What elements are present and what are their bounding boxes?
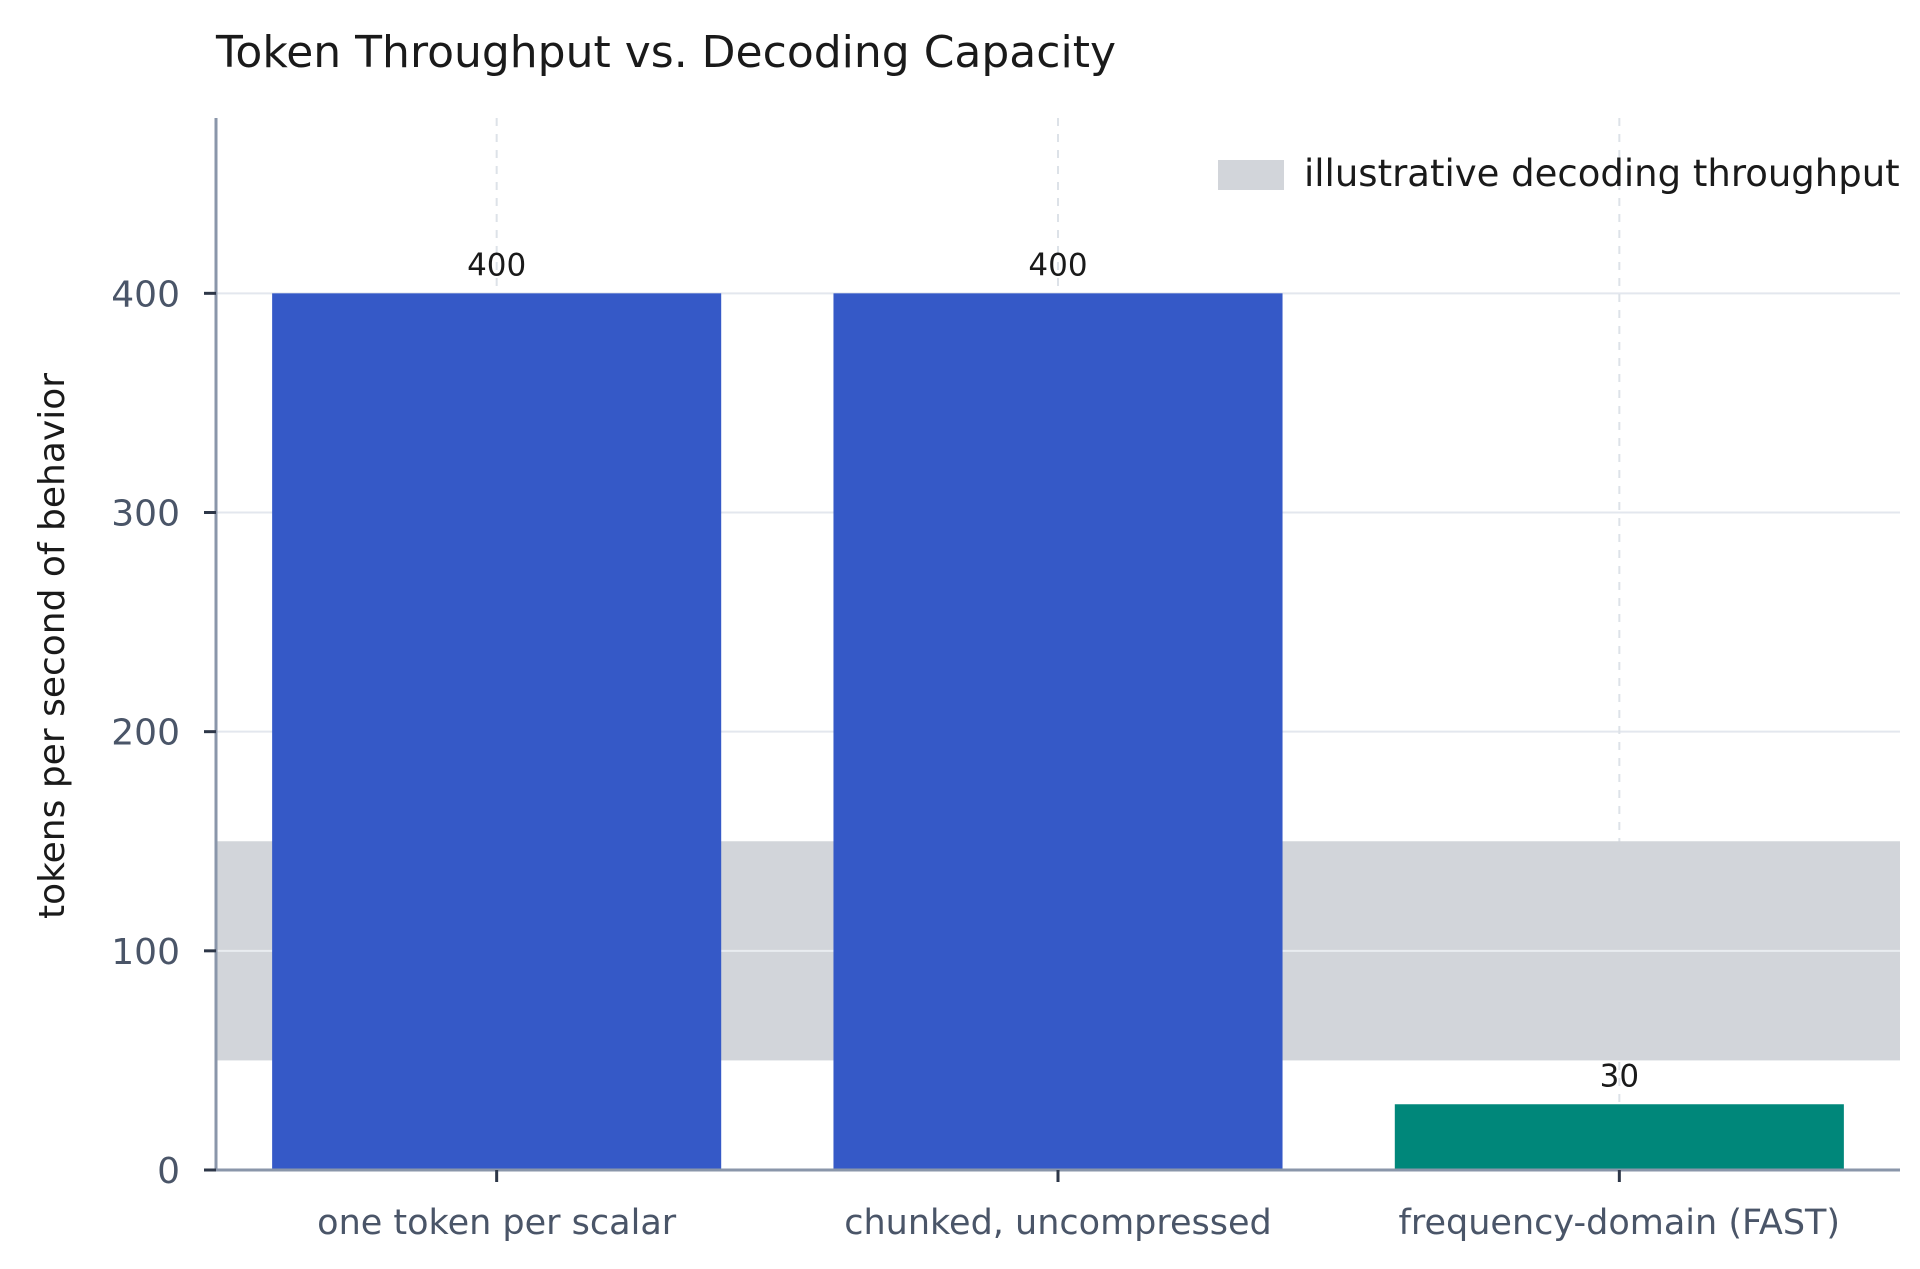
y-tick-label-2: 200 <box>111 713 180 754</box>
legend-label: illustrative decoding throughput <box>1304 152 1900 195</box>
y-tick-label-0: 0 <box>157 1151 180 1192</box>
chart-title: Token Throughput vs. Decoding Capacity <box>215 27 1116 78</box>
y-tick-label-4: 400 <box>111 274 180 315</box>
x-tick-label-1: chunked, uncompressed <box>844 1203 1272 1243</box>
legend: illustrative decoding throughput <box>1218 152 1900 195</box>
data-label-0: 400 <box>467 247 526 283</box>
y-tick-label-3: 300 <box>111 494 180 535</box>
legend-swatch <box>1218 160 1284 190</box>
bar-2 <box>1394 1104 1844 1170</box>
data-label-1: 400 <box>1028 247 1087 283</box>
x-tick-label-0: one token per scalar <box>317 1203 677 1243</box>
bar-1 <box>833 293 1283 1170</box>
y-tick-label-1: 100 <box>111 932 180 973</box>
x-tick-label-2: frequency-domain (FAST) <box>1399 1203 1841 1243</box>
y-axis-label: tokens per second of behavior <box>32 373 73 919</box>
bar-0 <box>272 293 722 1170</box>
data-label-2: 30 <box>1600 1058 1639 1094</box>
